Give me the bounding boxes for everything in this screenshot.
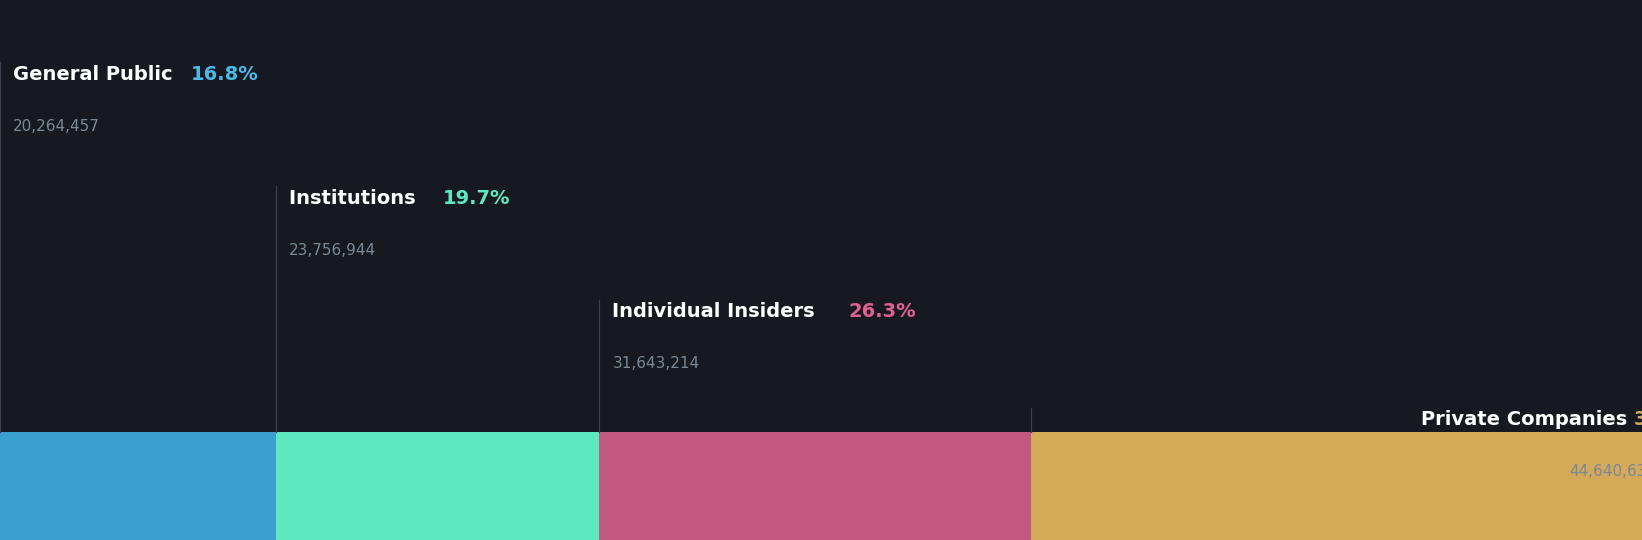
Text: Individual Insiders: Individual Insiders [612,302,823,321]
Text: 44,640,635: 44,640,635 [1570,464,1642,480]
Bar [276,432,599,540]
Text: 19.7%: 19.7% [443,189,511,208]
Text: Private Companies: Private Companies [1420,410,1634,429]
Text: 23,756,944: 23,756,944 [289,243,376,258]
Bar [599,432,1031,540]
Text: 31,643,214: 31,643,214 [612,356,699,372]
Text: 37.1%: 37.1% [1634,410,1642,429]
Text: 26.3%: 26.3% [849,302,916,321]
Text: 16.8%: 16.8% [190,65,258,84]
Text: General Public: General Public [13,65,179,84]
Text: Institutions: Institutions [289,189,422,208]
Text: 20,264,457: 20,264,457 [13,119,100,134]
Bar [1031,432,1642,540]
Bar [0,432,276,540]
